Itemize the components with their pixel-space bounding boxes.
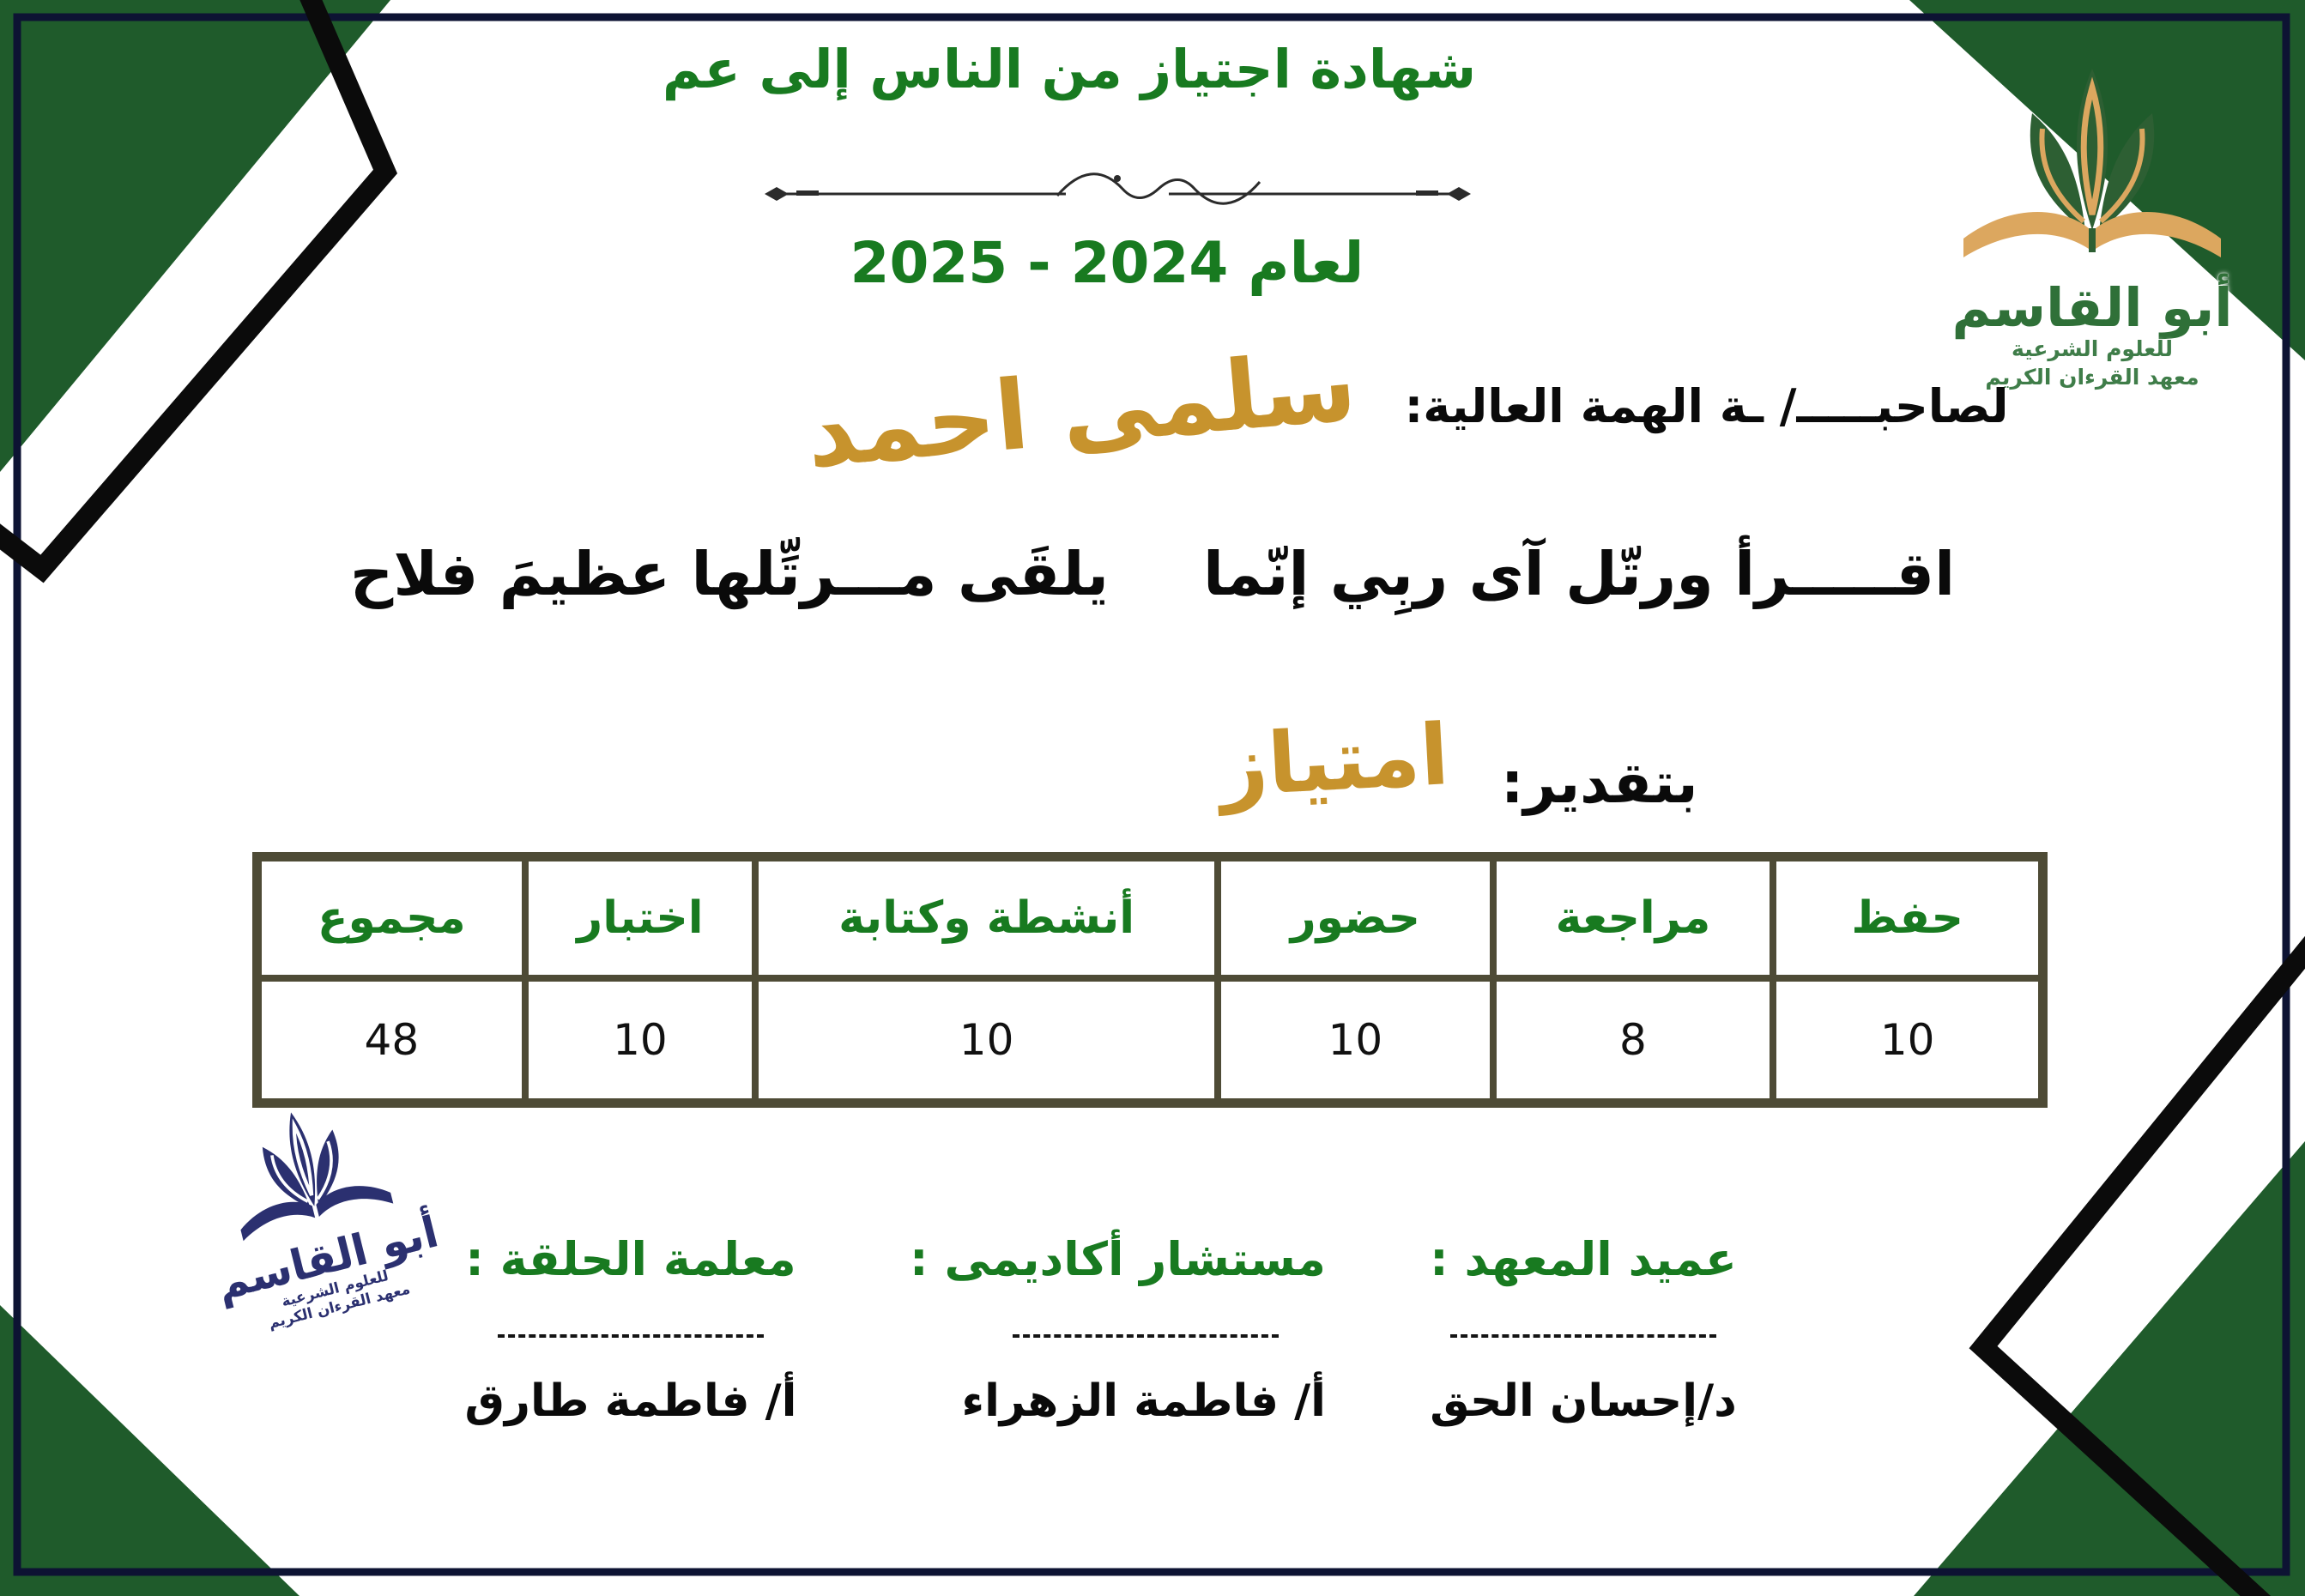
certificate-title: شهادة اجتياز من الناس إلى عم [662,38,1477,100]
navy-border-frame [13,13,2290,1576]
grade-label: بتقدير: [1500,750,1698,816]
corner-triangle-bottom-left [0,1305,299,1596]
scores-table-wrap: حفظ مراجعة حضور أنشطة وكتابة اختبار مجمو… [252,852,2048,1108]
grade-row: بتقدير: امتياز [987,706,1931,816]
signature-line [498,1334,764,1338]
divider-ornament [765,172,1471,205]
signature-name: د/إحسان الحق [1430,1375,1737,1427]
score-header-muraja: مراجعة [1489,853,1777,982]
scores-header-row: حفظ مراجعة حضور أنشطة وكتابة اختبار مجمو… [253,853,2047,982]
score-value-anshita: 10 [752,975,1222,1107]
signature-block-dean: عميد المعهد : د/إحسان الحق [1403,1232,1764,1427]
recipient-label: لصاحبـــــ/ ـة الهمة العالية: [1404,379,2009,433]
open-book-icon [240,1186,394,1242]
score-value-hifz: 10 [1770,975,2047,1107]
score-value-muraja: 8 [1489,975,1777,1107]
year-line: لعام 2024 - 2025 [850,230,1364,296]
leaf-icon [2030,69,2155,232]
verse-right-hemistich: اقـــــرأ ورتّل آى ربِي إنّما [1203,539,1956,609]
score-header-ikhtibar: اختبار [521,853,759,982]
score-header-anshita: أنشطة وكتابة [752,853,1222,982]
verse-left-hemistich: يلقَى مـــرتِّلها عظيمَ فلاح [349,539,1109,609]
scores-value-row: 10 8 10 10 10 48 [253,975,2047,1107]
signature-block-teacher: معلمة الحلقة : أ/ فاطمة طارق [451,1232,811,1427]
score-header-majmou: مجموع [253,853,529,982]
signature-block-advisor: مستشار أكاديمى : أ/ فاطمة الزهراء [910,1232,1326,1427]
signature-title: عميد المعهد : [1430,1232,1737,1286]
verse-line: اقـــــرأ ورتّل آى ربِي إنّما يلقَى مـــ… [137,539,2168,609]
score-value-hudur: 10 [1214,975,1497,1107]
institute-stamp-logo: أبو القاسم للعلوم الشرعية معهد القرءان ا… [165,1077,466,1346]
signature-line [1013,1334,1279,1338]
corner-triangle-bottom-right [1914,1141,2305,1596]
institute-logo-line2: معهد القرءان الكريم [1985,364,2199,390]
signature-name: أ/ فاطمة الزهراء [961,1375,1326,1427]
corner-triangle-top-right [1909,0,2305,360]
recipient-name: سلمى احمد [802,330,1362,490]
institute-logo-name: أبو القاسم [1951,276,2233,339]
institute-logo-graphic [1963,69,2221,257]
stamp-logo-graphic [240,1112,394,1242]
score-value-majmou: 48 [253,975,529,1107]
signature-title: معلمة الحلقة : [465,1232,796,1286]
signature-title: مستشار أكاديمى : [910,1232,1326,1286]
scores-table: حفظ مراجعة حضور أنشطة وكتابة اختبار مجمو… [252,852,2048,1108]
open-book-icon [1963,211,2221,257]
chevron-bottom-right [1969,935,2305,1596]
leaf-icon [262,1112,339,1209]
grade-value: امتياز [1217,706,1452,816]
chevron-top-left [0,0,398,583]
institute-logo-line1: للعلوم الشرعية [2011,336,2173,362]
corner-triangle-top-left [0,0,390,472]
signature-name: أ/ فاطمة طارق [464,1375,797,1427]
score-header-hifz: حفظ [1770,853,2047,982]
score-header-hudur: حضور [1214,853,1497,982]
signature-line [1450,1334,1716,1338]
institute-logo: أبو القاسم للعلوم الشرعية معهد القرءان ا… [1929,62,2255,391]
recipient-row: لصاحبـــــ/ ـة الهمة العالية: سلمى احمد [755,330,2060,489]
score-value-ikhtibar: 10 [521,975,759,1107]
